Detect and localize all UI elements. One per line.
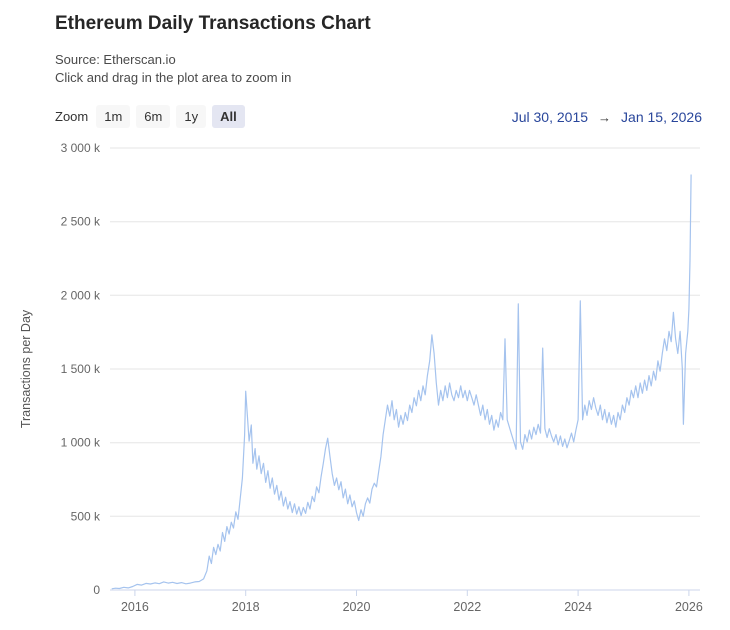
range-selector: Zoom 1m 6m 1y All [55,105,245,128]
zoom-button-6m[interactable]: 6m [136,105,171,128]
x-tick-label: 2018 [232,600,260,614]
range-arrow-icon: → [598,109,612,125]
x-tick-label: 2026 [675,600,703,614]
y-tick-label: 500 k [71,509,101,523]
zoom-button-1y[interactable]: 1y [176,105,207,128]
y-axis-title: Transactions per Day [19,309,33,428]
chart-zoom-hint: Click and drag in the plot area to zoom … [55,70,292,85]
x-tick-label: 2022 [453,600,481,614]
date-range: Jul 30, 2015 → Jan 15, 2026 [512,109,702,125]
zoom-button-all[interactable]: All [212,105,245,128]
chart-source: Source: Etherscan.io [55,52,176,67]
x-tick-label: 2024 [564,600,592,614]
y-tick-label: 3 000 k [61,141,101,155]
y-tick-label: 2 500 k [61,215,101,229]
y-tick-label: 1 500 k [61,362,101,376]
range-start-input[interactable]: Jul 30, 2015 [511,109,589,125]
page-title: Ethereum Daily Transactions Chart [55,13,371,34]
zoom-label: Zoom [55,109,89,124]
range-end-input[interactable]: Jan 15, 2026 [621,109,702,125]
y-tick-label: 0 [93,583,100,597]
transactions-line-series [111,174,692,590]
zoom-button-1m[interactable]: 1m [96,105,131,128]
x-tick-label: 2020 [343,600,371,614]
x-tick-label: 2016 [121,600,149,614]
y-tick-label: 2 000 k [61,288,101,302]
y-tick-label: 1 000 k [61,436,101,450]
transactions-chart-plot-area[interactable]: Transactions per Day 0 500 k 1 000 k 1 500 … [0,140,730,620]
